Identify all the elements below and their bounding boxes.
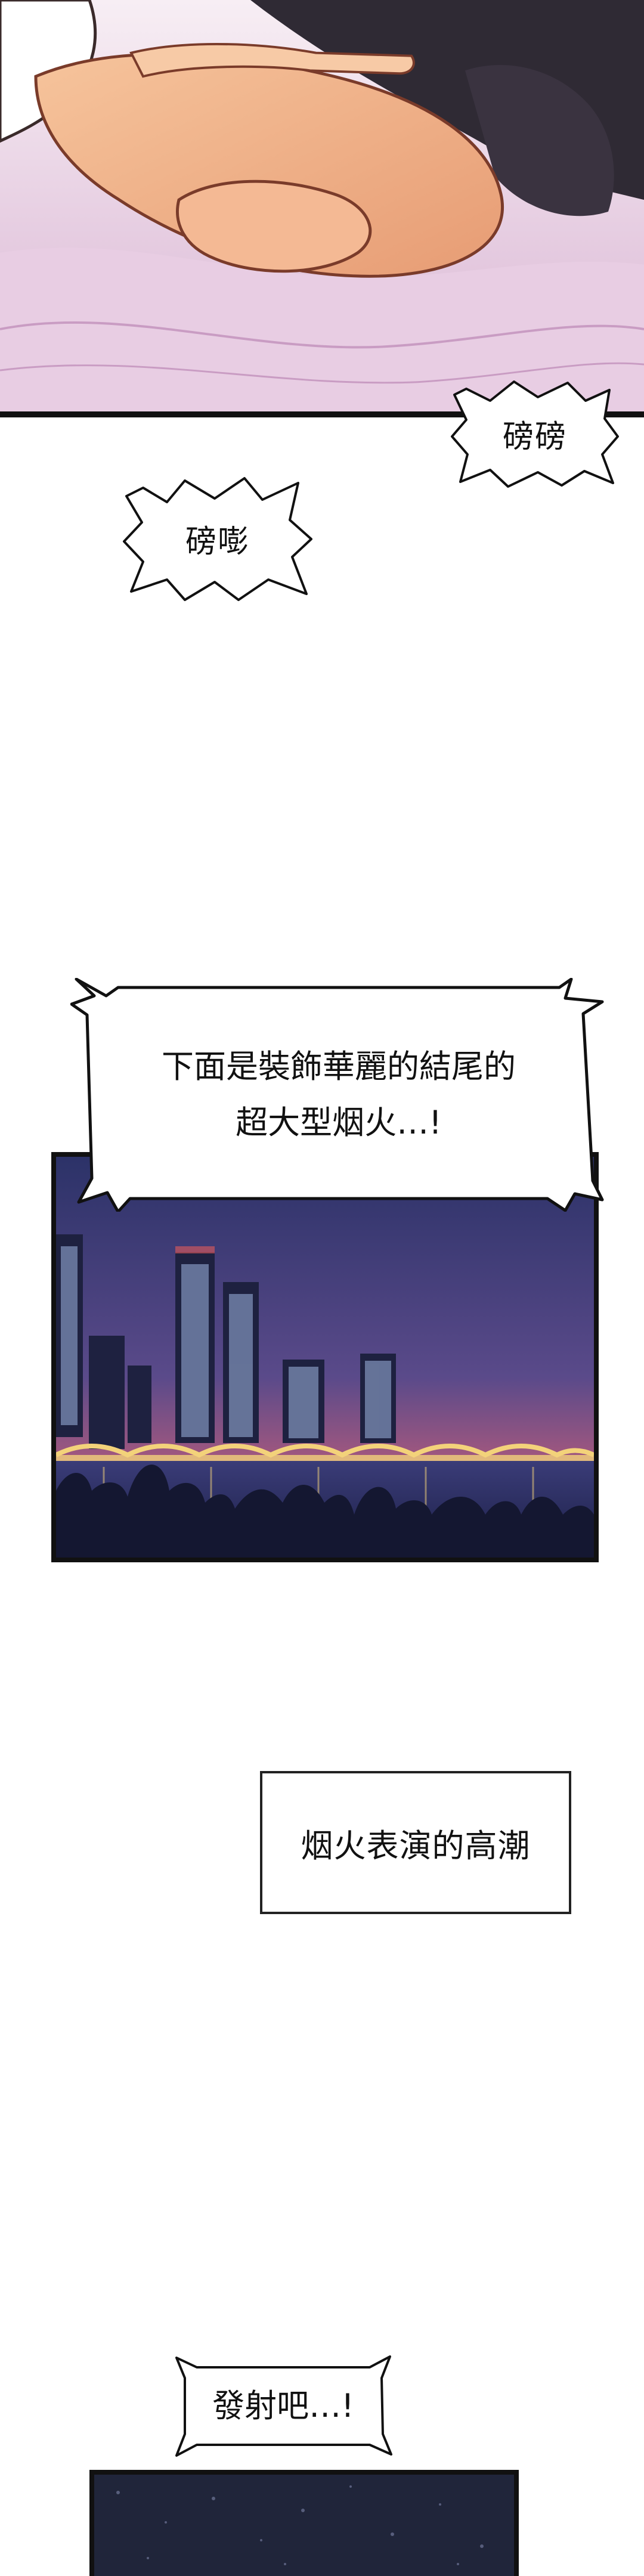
sfx-bubble-1: 磅磅 bbox=[448, 377, 621, 490]
sfx-text: 磅磅 bbox=[502, 419, 567, 455]
jagged-burst-shape bbox=[451, 380, 619, 488]
announcer-speech-bubble: 下面是裝飾華麗的結尾的 超大型烟火…! bbox=[70, 978, 607, 1212]
sfx-text: 磅嘭 bbox=[185, 524, 250, 560]
narration-box: 烟火表演的高潮 bbox=[260, 1771, 571, 1914]
jagged-burst-shape bbox=[123, 477, 312, 601]
night-sky-illustration bbox=[94, 2475, 514, 2576]
spiky-rect-bubble-shape bbox=[70, 978, 604, 1212]
launch-speech-bubble: 發射吧…! bbox=[173, 2354, 394, 2458]
city-skyline-panel bbox=[51, 1152, 599, 1562]
spiky-rect-bubble-shape bbox=[175, 2355, 392, 2457]
announcer-line-2: 超大型烟火…! bbox=[236, 1104, 442, 1141]
city-night-illustration bbox=[56, 1157, 594, 1558]
bedroom-illustration bbox=[0, 0, 644, 411]
night-sky-panel bbox=[89, 2470, 519, 2576]
bedroom-scene-panel bbox=[0, 0, 644, 417]
narration-text: 烟火表演的高潮 bbox=[301, 1826, 531, 1865]
sfx-bubble-2: 磅嘭 bbox=[119, 472, 316, 605]
announcer-text: 下面是裝飾華麗的結尾的 超大型烟火…! bbox=[70, 978, 607, 1212]
launch-text: 發射吧…! bbox=[212, 2386, 354, 2425]
announcer-line-1: 下面是裝飾華麗的結尾的 bbox=[162, 1047, 516, 1085]
